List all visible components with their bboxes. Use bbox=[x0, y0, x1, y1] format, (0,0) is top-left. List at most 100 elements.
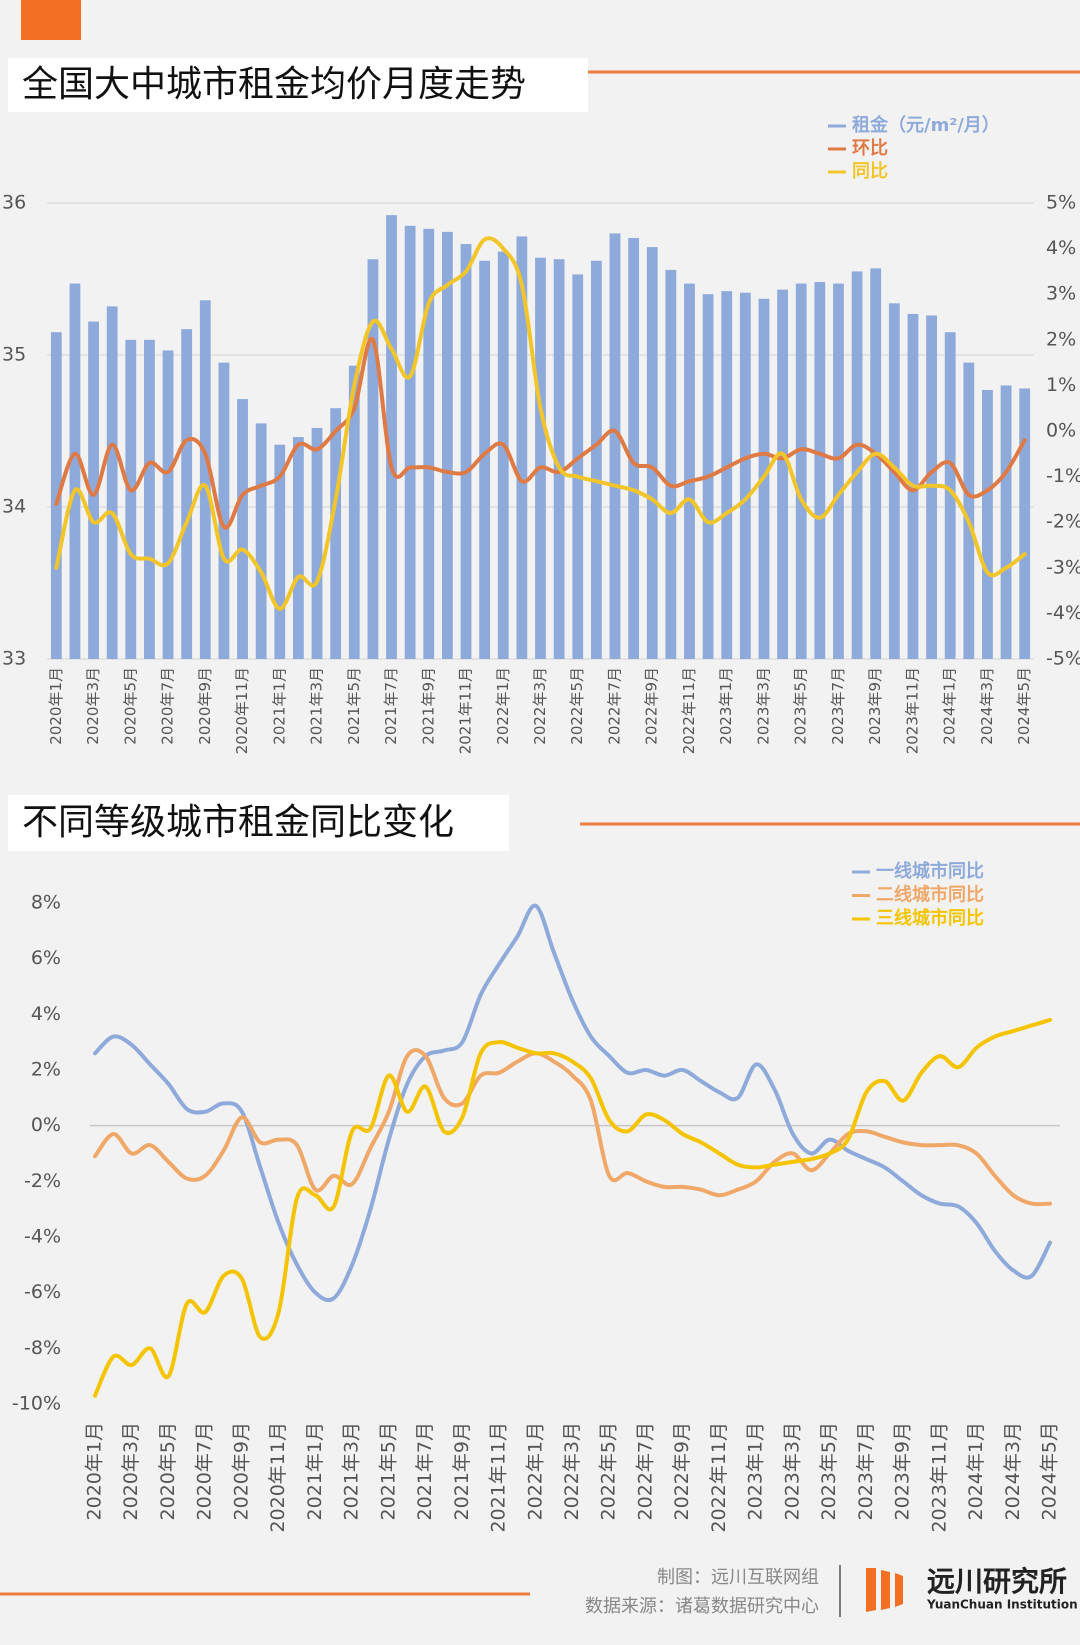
corner-mark bbox=[21, 0, 81, 40]
x-tick-label: 2024年5月 bbox=[1015, 667, 1033, 745]
x-tick-label: 2020年5月 bbox=[157, 1422, 179, 1520]
x-tick-label: 2022年11月 bbox=[680, 667, 698, 754]
bar bbox=[181, 329, 193, 659]
x-tick-label: 2022年1月 bbox=[494, 667, 512, 745]
bar bbox=[870, 268, 882, 659]
x-tick-label: 2023年9月 bbox=[892, 1422, 914, 1520]
bar bbox=[88, 321, 99, 659]
title-box bbox=[8, 795, 509, 851]
y2-tick-label: 3% bbox=[1046, 283, 1076, 305]
x-tick-label: 2021年5月 bbox=[345, 667, 363, 745]
line bbox=[93, 1017, 1052, 1398]
bar bbox=[963, 362, 975, 659]
x-tick-label: 2023年3月 bbox=[754, 667, 772, 745]
bar bbox=[404, 225, 416, 660]
legend-label: 二线城市同比 bbox=[876, 884, 984, 906]
x-tick-label: 2020年5月 bbox=[121, 667, 139, 745]
bar bbox=[665, 269, 677, 659]
x-tick-label: 2022年3月 bbox=[561, 1422, 583, 1520]
x-tick-label: 2020年7月 bbox=[159, 667, 177, 745]
logo bbox=[866, 1568, 903, 1612]
x-tick-label: 2022年9月 bbox=[643, 667, 661, 745]
y-tick-label: 6% bbox=[31, 947, 61, 969]
y2-tick-label: 1% bbox=[1046, 374, 1076, 396]
y-tick-label: 35 bbox=[2, 344, 26, 366]
x-tick-label: 2023年9月 bbox=[866, 667, 884, 745]
bar bbox=[255, 423, 267, 659]
x-tick-label: 2021年9月 bbox=[419, 667, 437, 745]
y-tick-label: 36 bbox=[2, 192, 26, 214]
y-tick-label: 2% bbox=[31, 1059, 61, 1081]
bar bbox=[553, 259, 565, 659]
x-tick-label: 2021年3月 bbox=[308, 667, 326, 745]
y-tick-label: -8% bbox=[24, 1337, 61, 1359]
bar bbox=[1019, 388, 1031, 659]
logo-bar bbox=[895, 1573, 903, 1607]
bar bbox=[944, 332, 956, 659]
bar bbox=[590, 260, 602, 659]
x-tick-label: 2023年1月 bbox=[717, 667, 735, 745]
x-tick-label: 2022年5月 bbox=[568, 667, 586, 745]
x-tick-label: 2022年7月 bbox=[634, 1422, 656, 1520]
bar bbox=[851, 271, 863, 659]
x-tick-label: 2023年11月 bbox=[928, 1422, 950, 1533]
x-tick-label: 2020年9月 bbox=[196, 667, 214, 745]
bar bbox=[311, 427, 323, 659]
x-tick-label: 2021年11月 bbox=[457, 667, 475, 754]
y-tick-label: -10% bbox=[12, 1393, 61, 1415]
bar bbox=[274, 444, 286, 659]
bar bbox=[293, 437, 304, 659]
bar bbox=[386, 215, 397, 659]
y-tick-label: 33 bbox=[2, 648, 26, 670]
x-tick-label: 2021年1月 bbox=[270, 667, 288, 745]
bar bbox=[535, 257, 546, 659]
bar bbox=[441, 231, 453, 659]
bar bbox=[460, 244, 472, 660]
bar bbox=[982, 389, 993, 659]
x-tick-label: 2022年7月 bbox=[605, 667, 623, 745]
y2-tick-label: -1% bbox=[1046, 465, 1080, 487]
bar bbox=[237, 399, 248, 659]
legend-label: 同比 bbox=[852, 161, 888, 182]
x-tick-label: 2020年3月 bbox=[120, 1422, 142, 1520]
bar bbox=[162, 350, 174, 659]
x-tick-label: 2023年3月 bbox=[781, 1422, 803, 1520]
credit: 制图：远川互联网组 bbox=[657, 1567, 819, 1588]
bar bbox=[777, 289, 788, 659]
y2-tick-label: 5% bbox=[1046, 192, 1076, 214]
bar bbox=[330, 408, 342, 659]
y2-tick-label: -5% bbox=[1046, 648, 1080, 670]
legend-label: 三线城市同比 bbox=[876, 907, 984, 929]
bar bbox=[199, 300, 211, 659]
bar bbox=[628, 237, 640, 659]
bar bbox=[348, 365, 360, 659]
legend-label: 环比 bbox=[852, 138, 888, 159]
y2-tick-label: -4% bbox=[1046, 602, 1080, 624]
line bbox=[54, 336, 1027, 530]
legend-label: 一线城市同比 bbox=[876, 860, 984, 882]
x-tick-label: 2021年1月 bbox=[304, 1422, 326, 1520]
x-tick-label: 2024年3月 bbox=[1002, 1422, 1024, 1520]
bar bbox=[814, 282, 826, 659]
y-tick-label: -6% bbox=[24, 1281, 61, 1303]
bar bbox=[646, 247, 658, 659]
brand: 远川研究所 bbox=[927, 1565, 1067, 1598]
y-tick-label: 4% bbox=[31, 1003, 61, 1025]
x-tick-label: 2024年5月 bbox=[1039, 1422, 1061, 1520]
x-tick-label: 2023年1月 bbox=[745, 1422, 767, 1520]
bar bbox=[795, 283, 807, 659]
y2-tick-label: 2% bbox=[1046, 328, 1076, 350]
x-tick-label: 2022年5月 bbox=[598, 1422, 620, 1520]
x-tick-label: 2022年9月 bbox=[671, 1422, 693, 1520]
bar bbox=[684, 283, 695, 659]
x-tick-label: 2024年1月 bbox=[941, 667, 959, 745]
chart: -10% -8% -6% -4% -2% 0% 2% 4% 6% 8% 2020年1月 2020年3月… bbox=[12, 860, 1061, 1533]
x-tick-label: 2021年3月 bbox=[341, 1422, 363, 1520]
x-tick-label: 2022年1月 bbox=[524, 1422, 546, 1520]
x-tick-label: 2023年11月 bbox=[903, 667, 921, 754]
x-tick-label: 2021年7月 bbox=[382, 667, 400, 745]
x-tick-label: 2021年7月 bbox=[414, 1422, 436, 1520]
bar bbox=[888, 303, 900, 659]
x-tick-label: 2020年11月 bbox=[267, 1422, 289, 1533]
source: 数据来源：诸葛数据研究中心 bbox=[585, 1596, 819, 1617]
